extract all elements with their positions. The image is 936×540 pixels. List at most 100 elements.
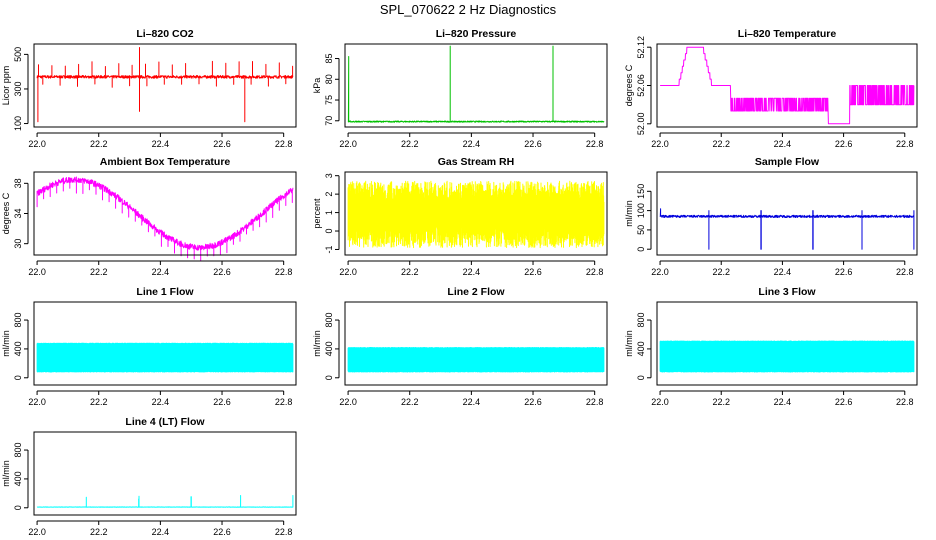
panel-title: Li–820 Pressure: [436, 28, 517, 40]
plot-frame: [33, 301, 297, 386]
x-tick-label: 22.8: [896, 397, 914, 407]
y-tick-label: 150: [636, 184, 646, 199]
x-tick-label: 22.4: [152, 139, 170, 149]
x-tick-label: 22.6: [835, 397, 853, 407]
series-line: [347, 45, 605, 123]
x-tick-label: 22.6: [213, 397, 231, 407]
series-line: [659, 340, 915, 373]
x-tick-label: 22.4: [152, 397, 170, 407]
x-tick-label: 22.0: [28, 139, 46, 149]
y-axis-label: percent: [312, 198, 322, 229]
y-tick-label: 100: [13, 116, 23, 131]
y-tick-label: 30: [13, 239, 23, 249]
x-tick-label: 22.8: [275, 139, 293, 149]
y-tick-label: 50: [636, 225, 646, 235]
y-tick-label: 52.00: [636, 113, 646, 136]
x-tick-label: 22.4: [152, 527, 170, 537]
plot-frame: [656, 171, 918, 256]
plot-frame: [656, 301, 918, 386]
x-tick-label: 22.4: [774, 267, 792, 277]
x-tick-label: 22.8: [275, 527, 293, 537]
x-tick-label: 22.2: [712, 397, 730, 407]
series-line: [36, 495, 294, 508]
y-tick-label: 500: [13, 47, 23, 62]
panel-6: Sample Flow ml/min 22.0 22.2 22.4 22.6 22.8 0 50…: [624, 156, 918, 277]
x-tick-label: 22.0: [28, 267, 46, 277]
panel-10: Line 4 (LT) Flow ml/min 22.0 22.2 22.4 22.6 22…: [1, 416, 297, 537]
plot-frame: [656, 43, 918, 128]
y-tick-label: 800: [636, 313, 646, 328]
y-tick-label: 0: [636, 375, 646, 380]
y-tick-label: 300: [13, 81, 23, 96]
y-tick-label: 52.12: [636, 36, 646, 59]
y-axis-label: ml/min: [1, 330, 11, 357]
x-tick-label: 22.0: [28, 527, 46, 537]
panel-title: Sample Flow: [755, 156, 820, 168]
y-tick-label: 100: [636, 203, 646, 218]
x-tick-label: 22.8: [896, 267, 914, 277]
series-line: [659, 208, 915, 250]
x-tick-label: 22.0: [651, 267, 669, 277]
x-tick-label: 22.2: [90, 527, 108, 537]
panel-7: Line 1 Flow ml/min 22.0 22.2 22.4 22.6 22.8 0 40…: [1, 286, 297, 407]
plot-frame: [344, 301, 608, 386]
x-tick-label: 22.8: [275, 397, 293, 407]
x-tick-label: 22.4: [152, 267, 170, 277]
y-tick-label: 85: [324, 54, 334, 64]
y-tick-label: -1: [324, 245, 334, 253]
x-tick-label: 22.2: [90, 139, 108, 149]
x-tick-label: 22.2: [401, 397, 419, 407]
y-tick-label: 1: [324, 210, 334, 215]
panel-9: Line 3 Flow ml/min 22.0 22.2 22.4 22.6 22.8 0 40…: [624, 286, 918, 407]
panel-2: Li–820 Pressure kPa 22.0 22.2 22.4 22.6 22.8 70…: [312, 28, 608, 149]
x-tick-label: 22.6: [213, 267, 231, 277]
y-tick-label: 52.06: [636, 74, 646, 97]
x-tick-label: 22.6: [835, 267, 853, 277]
x-tick-label: 22.8: [586, 139, 604, 149]
plot-frame: [33, 171, 297, 256]
y-tick-label: 0: [636, 247, 646, 252]
x-tick-label: 22.0: [28, 397, 46, 407]
x-tick-label: 22.6: [524, 267, 542, 277]
x-tick-label: 22.0: [339, 397, 357, 407]
y-tick-label: 38: [13, 178, 23, 188]
panel-3: Li–820 Temperature degrees C 22.0 22.2 22.4 2…: [624, 28, 918, 149]
x-tick-label: 22.8: [586, 267, 604, 277]
x-tick-label: 22.0: [339, 267, 357, 277]
y-tick-label: 800: [324, 313, 334, 328]
x-tick-label: 22.8: [586, 397, 604, 407]
y-tick-label: 0: [13, 375, 23, 380]
y-axis-label: Licor ppm: [1, 66, 11, 106]
x-tick-label: 22.2: [712, 267, 730, 277]
series-line: [347, 347, 605, 373]
panel-title: Gas Stream RH: [438, 156, 514, 168]
panel-1: Li–820 CO2 Licor ppm 22.0 22.2 22.4 22.6 22.8 1…: [1, 28, 297, 149]
x-tick-label: 22.0: [651, 139, 669, 149]
y-tick-label: 400: [636, 341, 646, 356]
y-axis-label: degrees C: [624, 64, 634, 106]
x-tick-label: 22.6: [524, 139, 542, 149]
y-axis-label: kPa: [312, 78, 322, 94]
x-tick-label: 22.6: [835, 139, 853, 149]
x-tick-label: 22.0: [339, 139, 357, 149]
panel-title: Line 1 Flow: [136, 286, 194, 298]
series-line: [36, 342, 294, 373]
y-tick-label: 80: [324, 74, 334, 84]
y-axis-label: ml/min: [312, 330, 322, 357]
y-tick-label: 2: [324, 192, 334, 197]
x-tick-label: 22.8: [896, 139, 914, 149]
y-tick-label: 34: [13, 208, 23, 218]
y-tick-label: 400: [13, 471, 23, 486]
y-tick-label: 0: [324, 229, 334, 234]
y-tick-label: 3: [324, 173, 334, 178]
plot-frame: [33, 43, 297, 128]
y-axis-label: degrees C: [1, 192, 11, 234]
x-tick-label: 22.4: [774, 397, 792, 407]
series-line: [347, 180, 605, 249]
x-tick-label: 22.2: [401, 139, 419, 149]
panel-title: Li–820 Temperature: [738, 28, 837, 40]
x-tick-label: 22.2: [401, 267, 419, 277]
x-tick-label: 22.4: [463, 397, 481, 407]
panel-title: Ambient Box Temperature: [100, 156, 231, 168]
